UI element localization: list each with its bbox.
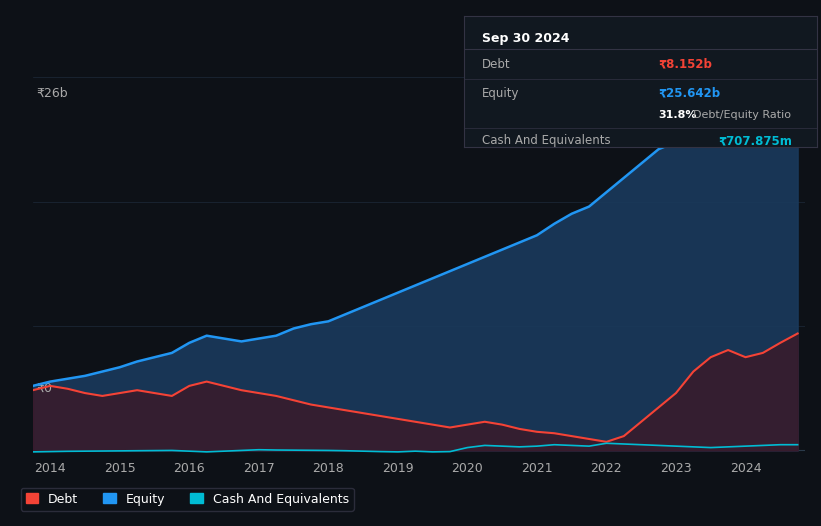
Text: Debt: Debt: [481, 58, 510, 71]
Text: ₹707.875m: ₹707.875m: [718, 134, 792, 147]
Text: 31.8%: 31.8%: [658, 110, 696, 120]
Text: Equity: Equity: [481, 87, 519, 100]
Legend: Debt, Equity, Cash And Equivalents: Debt, Equity, Cash And Equivalents: [21, 488, 354, 511]
Text: Sep 30 2024: Sep 30 2024: [481, 32, 569, 45]
Text: Debt/Equity Ratio: Debt/Equity Ratio: [693, 110, 791, 120]
Text: ₹26b: ₹26b: [37, 87, 68, 100]
Text: Cash And Equivalents: Cash And Equivalents: [481, 134, 610, 147]
Text: ₹8.152b: ₹8.152b: [658, 58, 712, 71]
Text: ₹0: ₹0: [37, 382, 53, 395]
Text: ₹25.642b: ₹25.642b: [658, 87, 720, 100]
